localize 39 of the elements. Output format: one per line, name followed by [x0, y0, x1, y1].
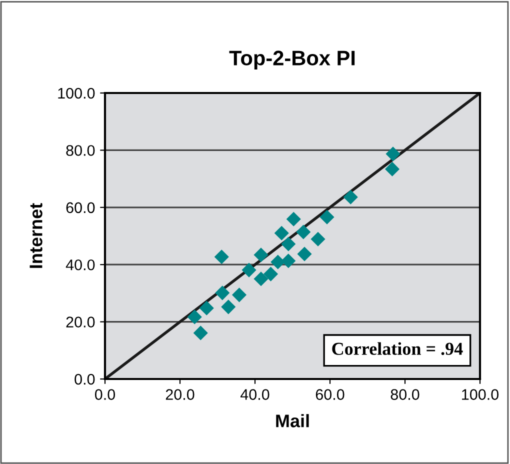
x-tick-label: 40.0	[240, 389, 270, 400]
x-tick-label: 60.0	[316, 389, 344, 400]
x-tick-label: 100.0	[462, 389, 499, 400]
point	[242, 262, 256, 278]
point	[281, 236, 296, 252]
point	[296, 224, 311, 240]
x-tick-label: 20.0	[166, 389, 194, 400]
point	[254, 248, 268, 262]
point	[215, 286, 230, 300]
point	[386, 146, 400, 162]
point	[232, 288, 247, 302]
y-tick-label: 80.0	[66, 145, 95, 156]
y-tick-label: 20.0	[66, 316, 95, 328]
chart-title: Top-2-Box PI	[229, 50, 355, 70]
point	[254, 272, 268, 286]
point	[286, 212, 301, 226]
y-axis-title: Internet	[30, 203, 42, 268]
point	[281, 254, 296, 268]
point	[274, 226, 289, 240]
point	[384, 162, 400, 176]
x-tick-label: 80.0	[390, 389, 420, 400]
point	[297, 246, 312, 262]
x-tick-label: 0.0	[94, 389, 116, 400]
point	[214, 250, 229, 264]
point	[221, 300, 236, 314]
x-axis-title: Mail	[276, 414, 309, 428]
point	[320, 210, 334, 224]
y-tick-label: 40.0	[66, 259, 95, 270]
point	[343, 190, 358, 204]
y-tick-label: 60.0	[66, 202, 95, 214]
y-tick-label: 100.0	[58, 88, 95, 99]
y-tick-label: 0.0	[74, 374, 95, 385]
point	[263, 266, 278, 282]
point	[187, 310, 202, 324]
point	[199, 300, 214, 316]
point	[270, 254, 286, 270]
annotation: Correlation = .94	[332, 342, 463, 355]
point	[193, 326, 208, 340]
point	[310, 232, 326, 246]
